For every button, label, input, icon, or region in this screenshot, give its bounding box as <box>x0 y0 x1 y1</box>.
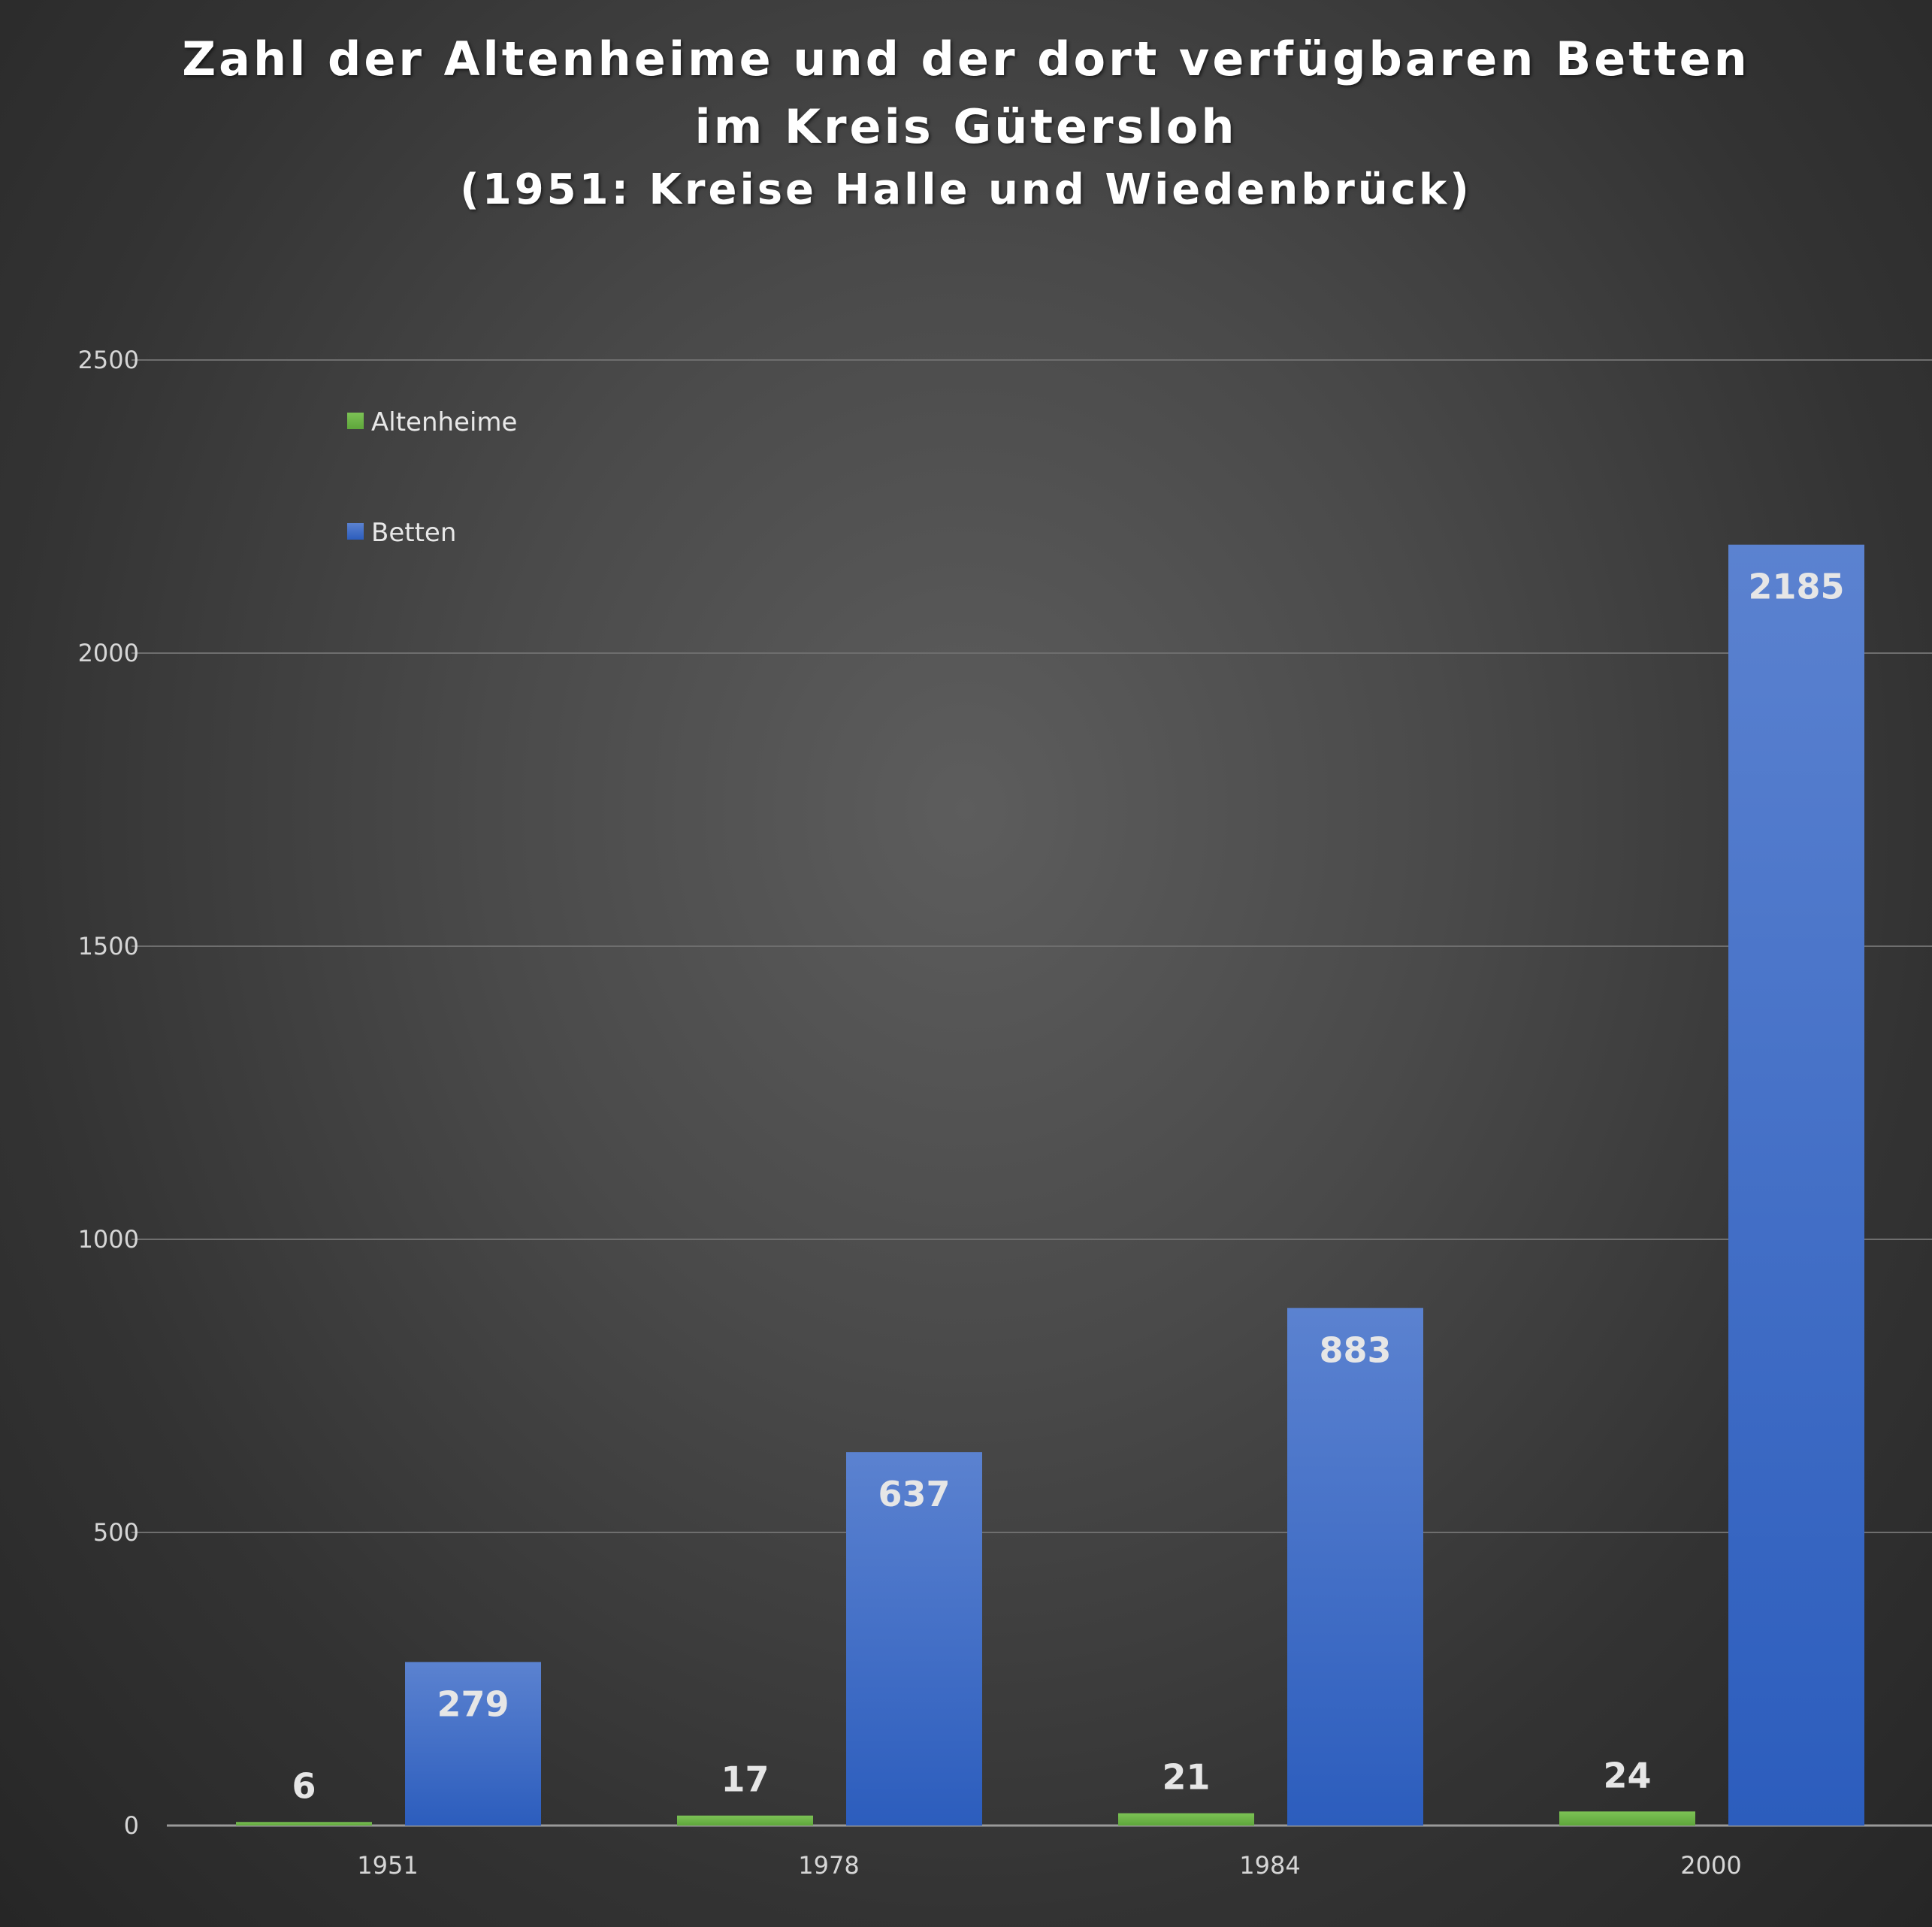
chart-title: Zahl der Altenheime und der dort verfügb… <box>182 32 1750 86</box>
bar-altenheime <box>236 1822 372 1826</box>
bar-betten <box>1728 544 1864 1826</box>
x-tick-label: 1951 <box>357 1851 418 1880</box>
bar-betten <box>1287 1308 1423 1826</box>
legend-label-altenheime: Altenheime <box>371 407 517 437</box>
bar-altenheime <box>1118 1813 1254 1826</box>
data-label-altenheime: 21 <box>1162 1757 1210 1798</box>
x-tick-label: 1984 <box>1239 1851 1300 1880</box>
bar-altenheime <box>1559 1811 1695 1826</box>
data-label-betten: 2185 <box>1748 567 1844 607</box>
data-label-betten: 637 <box>878 1474 950 1514</box>
y-tick-label: 1500 <box>78 932 139 960</box>
bar-betten <box>846 1452 982 1826</box>
data-label-altenheime: 24 <box>1603 1755 1651 1795</box>
legend-label-betten: Betten <box>371 518 456 548</box>
y-tick-label: 2500 <box>78 346 139 374</box>
bar-betten <box>405 1662 541 1826</box>
bar-altenheime <box>677 1815 813 1826</box>
y-tick-label: 2000 <box>78 639 139 667</box>
y-tick-label: 1000 <box>78 1225 139 1254</box>
data-label-altenheime: 6 <box>292 1765 316 1806</box>
chart-title-line-2: im Kreis Gütersloh <box>694 99 1238 154</box>
chart-subtitle: (1951: Kreise Halle und Wiedenbrück) <box>460 165 1472 214</box>
y-tick-label: 0 <box>124 1811 139 1840</box>
data-label-altenheime: 17 <box>721 1759 769 1800</box>
legend-swatch-betten <box>347 523 364 540</box>
legend-swatch-altenheime <box>347 413 364 429</box>
data-label-betten: 883 <box>1319 1330 1391 1370</box>
y-tick-label: 500 <box>93 1518 139 1547</box>
x-tick-label: 1978 <box>798 1851 859 1880</box>
data-label-betten: 279 <box>437 1683 509 1724</box>
x-tick-label: 2000 <box>1680 1851 1741 1880</box>
